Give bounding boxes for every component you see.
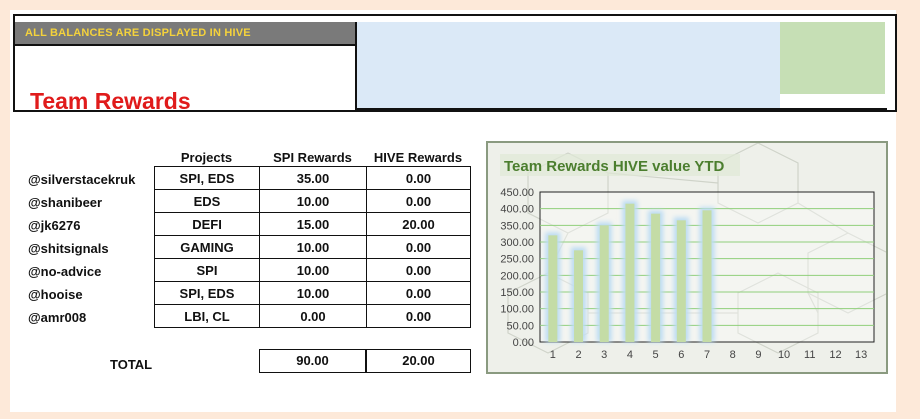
total-hive-cell[interactable]: 20.00 bbox=[366, 349, 471, 373]
x-tick-label: 3 bbox=[601, 349, 607, 361]
x-axis: 1 2 3 4 5 6 7 8 9 10 11 12 13 bbox=[550, 349, 867, 361]
x-tick-label: 4 bbox=[627, 349, 633, 361]
rewards-chart[interactable]: Team Rewards HIVE value YTD 0.00 50.00 100… bbox=[486, 141, 888, 374]
y-tick-label: 350.00 bbox=[500, 220, 534, 232]
user-label[interactable]: @silverstacekruk bbox=[28, 172, 136, 187]
x-tick-label: 8 bbox=[730, 349, 736, 361]
projects-cell[interactable]: DEFI bbox=[154, 212, 260, 236]
y-tick-label: 50.00 bbox=[506, 320, 534, 332]
bars bbox=[545, 200, 715, 342]
y-tick-label: 250.00 bbox=[500, 254, 534, 266]
spi-cell[interactable]: 0.00 bbox=[259, 304, 367, 328]
hive-cell[interactable]: 0.00 bbox=[366, 304, 471, 328]
table-row: DEFI 15.00 20.00 bbox=[154, 212, 471, 236]
user-label[interactable]: @no-advice bbox=[28, 264, 102, 279]
total-spi-cell[interactable]: 90.00 bbox=[259, 349, 366, 373]
bar[interactable] bbox=[625, 203, 635, 342]
header-hive-rewards: HIVE Rewards bbox=[373, 150, 463, 165]
user-label[interactable]: @jk6276 bbox=[28, 218, 81, 233]
x-tick-label: 7 bbox=[704, 349, 710, 361]
hive-cell[interactable]: 20.00 bbox=[366, 212, 471, 236]
x-tick-label: 5 bbox=[653, 349, 659, 361]
chart-canvas: Team Rewards HIVE value YTD 0.0050.00100… bbox=[500, 143, 886, 361]
hive-cell[interactable]: 0.00 bbox=[366, 166, 471, 190]
y-tick-label: 0.00 bbox=[513, 337, 534, 349]
spi-cell[interactable]: 10.00 bbox=[259, 281, 367, 305]
y-tick-label: 300.00 bbox=[500, 237, 534, 249]
y-tick-label: 150.00 bbox=[500, 287, 534, 299]
table-row: GAMING 10.00 0.00 bbox=[154, 235, 471, 259]
projects-cell[interactable]: LBI, CL bbox=[154, 304, 260, 328]
bar[interactable] bbox=[574, 250, 584, 342]
user-label[interactable]: @amr008 bbox=[28, 310, 87, 325]
projects-cell[interactable]: SPI bbox=[154, 258, 260, 282]
y-tick-label: 200.00 bbox=[500, 270, 534, 282]
table-row: EDS 10.00 0.00 bbox=[154, 189, 471, 213]
x-tick-label: 9 bbox=[755, 349, 761, 361]
x-tick-label: 11 bbox=[804, 349, 815, 361]
bar[interactable] bbox=[651, 213, 661, 342]
table-row: SPI, EDS 35.00 0.00 bbox=[154, 166, 471, 190]
bar[interactable] bbox=[702, 210, 712, 342]
bar[interactable] bbox=[599, 225, 609, 342]
bar[interactable] bbox=[676, 220, 686, 342]
y-tick-label: 400.00 bbox=[500, 204, 534, 216]
y-axis: 0.00 50.00 100.00 150.00 200.00 250.00 300.00 3… bbox=[500, 187, 534, 349]
header-projects: Projects bbox=[180, 150, 233, 165]
x-tick-label: 10 bbox=[778, 349, 790, 361]
total-label: TOTAL bbox=[110, 357, 153, 372]
table-row: LBI, CL 0.00 0.00 bbox=[154, 304, 471, 328]
x-tick-label: 1 bbox=[550, 349, 556, 361]
spi-cell[interactable]: 10.00 bbox=[259, 258, 367, 282]
spi-cell[interactable]: 15.00 bbox=[259, 212, 367, 236]
rewards-table: SPI, EDS 35.00 0.00 EDS 10.00 0.00 DEFI … bbox=[154, 166, 471, 328]
bar[interactable] bbox=[548, 235, 558, 342]
page-title: Team Rewards bbox=[30, 88, 191, 114]
chart-title: Team Rewards HIVE value YTD bbox=[504, 158, 725, 175]
user-label[interactable]: @shitsignals bbox=[28, 241, 109, 256]
hive-cell[interactable]: 0.00 bbox=[366, 281, 471, 305]
user-label[interactable]: @hooise bbox=[28, 287, 83, 302]
user-label[interactable]: @shanibeer bbox=[28, 195, 103, 210]
header-banner: ALL BALANCES ARE DISPLAYED IN HIVE bbox=[13, 14, 897, 112]
x-tick-label: 12 bbox=[829, 349, 841, 361]
x-tick-label: 6 bbox=[678, 349, 684, 361]
table-row: SPI 10.00 0.00 bbox=[154, 258, 471, 282]
balance-note: ALL BALANCES ARE DISPLAYED IN HIVE bbox=[15, 22, 355, 44]
spi-cell[interactable]: 10.00 bbox=[259, 235, 367, 259]
table-row: SPI, EDS 10.00 0.00 bbox=[154, 281, 471, 305]
y-tick-label: 450.00 bbox=[500, 187, 534, 199]
projects-cell[interactable]: SPI, EDS bbox=[154, 166, 260, 190]
hive-cell[interactable]: 0.00 bbox=[366, 258, 471, 282]
hive-cell[interactable]: 0.00 bbox=[366, 189, 471, 213]
spi-cell[interactable]: 10.00 bbox=[259, 189, 367, 213]
projects-cell[interactable]: GAMING bbox=[154, 235, 260, 259]
x-tick-label: 13 bbox=[855, 349, 867, 361]
banner-green-cell[interactable] bbox=[780, 22, 885, 94]
y-tick-label: 100.00 bbox=[500, 304, 534, 316]
hive-cell[interactable]: 0.00 bbox=[366, 235, 471, 259]
banner-panel bbox=[355, 22, 887, 110]
header-spi-rewards: SPI Rewards bbox=[273, 150, 352, 165]
projects-cell[interactable]: EDS bbox=[154, 189, 260, 213]
spi-cell[interactable]: 35.00 bbox=[259, 166, 367, 190]
banner-blue-cell[interactable] bbox=[357, 22, 780, 108]
x-tick-label: 2 bbox=[575, 349, 581, 361]
projects-cell[interactable]: SPI, EDS bbox=[154, 281, 260, 305]
